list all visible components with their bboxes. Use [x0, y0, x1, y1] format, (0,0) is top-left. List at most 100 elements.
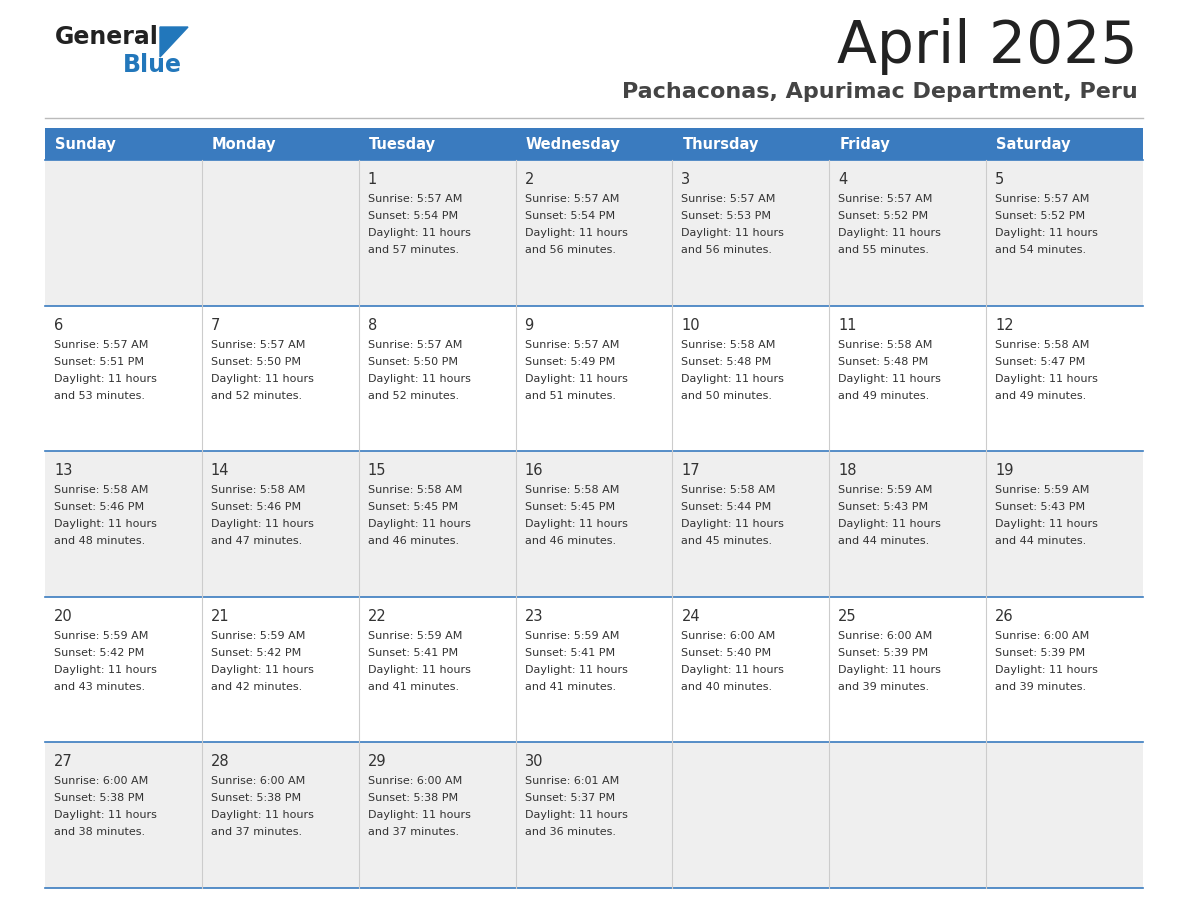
Text: Daylight: 11 hours: Daylight: 11 hours	[525, 811, 627, 821]
Text: and 57 minutes.: and 57 minutes.	[368, 245, 459, 255]
Text: Sunset: 5:52 PM: Sunset: 5:52 PM	[996, 211, 1086, 221]
Text: Sunset: 5:50 PM: Sunset: 5:50 PM	[210, 356, 301, 366]
Bar	[45, 306, 1143, 452]
Text: Sunset: 5:53 PM: Sunset: 5:53 PM	[682, 211, 771, 221]
Text: Tuesday: Tuesday	[368, 137, 436, 151]
Text: Sunrise: 5:59 AM: Sunrise: 5:59 AM	[53, 631, 148, 641]
Text: 15: 15	[368, 464, 386, 478]
Text: 14: 14	[210, 464, 229, 478]
Text: Sunset: 5:43 PM: Sunset: 5:43 PM	[996, 502, 1086, 512]
Text: Daylight: 11 hours: Daylight: 11 hours	[368, 228, 470, 238]
Text: Saturday: Saturday	[997, 137, 1070, 151]
Text: 26: 26	[996, 609, 1013, 624]
Text: Daylight: 11 hours: Daylight: 11 hours	[996, 228, 1098, 238]
Text: Sunrise: 5:57 AM: Sunrise: 5:57 AM	[525, 340, 619, 350]
Text: and 49 minutes.: and 49 minutes.	[996, 390, 1086, 400]
Text: Sunset: 5:45 PM: Sunset: 5:45 PM	[368, 502, 457, 512]
Text: Sunset: 5:46 PM: Sunset: 5:46 PM	[53, 502, 144, 512]
Text: 20: 20	[53, 609, 72, 624]
Bar	[45, 597, 1143, 743]
Text: 12: 12	[996, 318, 1013, 332]
Text: Daylight: 11 hours: Daylight: 11 hours	[210, 665, 314, 675]
Text: Sunrise: 6:01 AM: Sunrise: 6:01 AM	[525, 777, 619, 787]
Text: Daylight: 11 hours: Daylight: 11 hours	[368, 665, 470, 675]
Text: Daylight: 11 hours: Daylight: 11 hours	[682, 520, 784, 529]
Text: and 39 minutes.: and 39 minutes.	[996, 682, 1086, 692]
Bar	[45, 743, 1143, 888]
Text: Daylight: 11 hours: Daylight: 11 hours	[525, 520, 627, 529]
Text: Sunset: 5:41 PM: Sunset: 5:41 PM	[525, 648, 614, 658]
Text: Sunrise: 5:59 AM: Sunrise: 5:59 AM	[839, 486, 933, 495]
Text: Sunset: 5:39 PM: Sunset: 5:39 PM	[839, 648, 928, 658]
Bar	[45, 452, 1143, 597]
Text: Sunrise: 6:00 AM: Sunrise: 6:00 AM	[368, 777, 462, 787]
Text: and 55 minutes.: and 55 minutes.	[839, 245, 929, 255]
Text: 7: 7	[210, 318, 220, 332]
Text: 1: 1	[368, 172, 377, 187]
Text: Daylight: 11 hours: Daylight: 11 hours	[839, 665, 941, 675]
Bar	[45, 160, 1143, 306]
Text: Sunrise: 5:59 AM: Sunrise: 5:59 AM	[996, 486, 1089, 495]
Text: 4: 4	[839, 172, 847, 187]
Text: and 54 minutes.: and 54 minutes.	[996, 245, 1086, 255]
Text: 27: 27	[53, 755, 72, 769]
Text: and 45 minutes.: and 45 minutes.	[682, 536, 772, 546]
Text: Daylight: 11 hours: Daylight: 11 hours	[996, 665, 1098, 675]
Text: Daylight: 11 hours: Daylight: 11 hours	[525, 374, 627, 384]
Text: Sunset: 5:38 PM: Sunset: 5:38 PM	[368, 793, 457, 803]
Text: Sunrise: 5:58 AM: Sunrise: 5:58 AM	[53, 486, 148, 495]
Text: 9: 9	[525, 318, 533, 332]
Text: Pachaconas, Apurimac Department, Peru: Pachaconas, Apurimac Department, Peru	[623, 82, 1138, 102]
Text: and 46 minutes.: and 46 minutes.	[525, 536, 615, 546]
Text: April 2025: April 2025	[838, 18, 1138, 75]
Text: Sunrise: 6:00 AM: Sunrise: 6:00 AM	[996, 631, 1089, 641]
Text: Sunrise: 5:57 AM: Sunrise: 5:57 AM	[525, 194, 619, 204]
Text: Sunset: 5:40 PM: Sunset: 5:40 PM	[682, 648, 771, 658]
Text: and 44 minutes.: and 44 minutes.	[996, 536, 1086, 546]
Text: Sunrise: 5:57 AM: Sunrise: 5:57 AM	[368, 194, 462, 204]
Text: Thursday: Thursday	[682, 137, 759, 151]
Text: and 37 minutes.: and 37 minutes.	[368, 827, 459, 837]
Text: and 41 minutes.: and 41 minutes.	[368, 682, 459, 692]
Text: Sunrise: 5:58 AM: Sunrise: 5:58 AM	[210, 486, 305, 495]
Text: 8: 8	[368, 318, 377, 332]
Text: and 40 minutes.: and 40 minutes.	[682, 682, 772, 692]
Text: and 52 minutes.: and 52 minutes.	[210, 390, 302, 400]
Text: Daylight: 11 hours: Daylight: 11 hours	[368, 520, 470, 529]
Text: 19: 19	[996, 464, 1013, 478]
Text: 3: 3	[682, 172, 690, 187]
Text: Daylight: 11 hours: Daylight: 11 hours	[210, 374, 314, 384]
Text: Blue: Blue	[124, 53, 182, 77]
Text: Sunrise: 5:58 AM: Sunrise: 5:58 AM	[682, 340, 776, 350]
Text: 29: 29	[368, 755, 386, 769]
Text: Sunset: 5:54 PM: Sunset: 5:54 PM	[525, 211, 614, 221]
Text: Daylight: 11 hours: Daylight: 11 hours	[368, 811, 470, 821]
Text: 21: 21	[210, 609, 229, 624]
Text: 5: 5	[996, 172, 1004, 187]
Text: Sunset: 5:38 PM: Sunset: 5:38 PM	[53, 793, 144, 803]
Text: Sunset: 5:37 PM: Sunset: 5:37 PM	[525, 793, 614, 803]
Text: Sunset: 5:50 PM: Sunset: 5:50 PM	[368, 356, 457, 366]
Text: Daylight: 11 hours: Daylight: 11 hours	[53, 374, 157, 384]
Text: Daylight: 11 hours: Daylight: 11 hours	[210, 811, 314, 821]
Text: Sunrise: 5:58 AM: Sunrise: 5:58 AM	[368, 486, 462, 495]
Text: Sunrise: 5:59 AM: Sunrise: 5:59 AM	[525, 631, 619, 641]
Text: Sunset: 5:42 PM: Sunset: 5:42 PM	[53, 648, 144, 658]
Text: Daylight: 11 hours: Daylight: 11 hours	[839, 520, 941, 529]
Text: Daylight: 11 hours: Daylight: 11 hours	[525, 665, 627, 675]
Text: and 51 minutes.: and 51 minutes.	[525, 390, 615, 400]
Text: Friday: Friday	[839, 137, 890, 151]
Text: and 42 minutes.: and 42 minutes.	[210, 682, 302, 692]
Text: Daylight: 11 hours: Daylight: 11 hours	[53, 665, 157, 675]
Text: Daylight: 11 hours: Daylight: 11 hours	[53, 811, 157, 821]
Text: 30: 30	[525, 755, 543, 769]
Text: and 52 minutes.: and 52 minutes.	[368, 390, 459, 400]
Text: and 36 minutes.: and 36 minutes.	[525, 827, 615, 837]
Text: 13: 13	[53, 464, 72, 478]
Text: and 50 minutes.: and 50 minutes.	[682, 390, 772, 400]
Text: Sunrise: 5:58 AM: Sunrise: 5:58 AM	[996, 340, 1089, 350]
Text: 16: 16	[525, 464, 543, 478]
Text: Sunset: 5:43 PM: Sunset: 5:43 PM	[839, 502, 928, 512]
Text: Sunset: 5:49 PM: Sunset: 5:49 PM	[525, 356, 615, 366]
Text: 24: 24	[682, 609, 700, 624]
